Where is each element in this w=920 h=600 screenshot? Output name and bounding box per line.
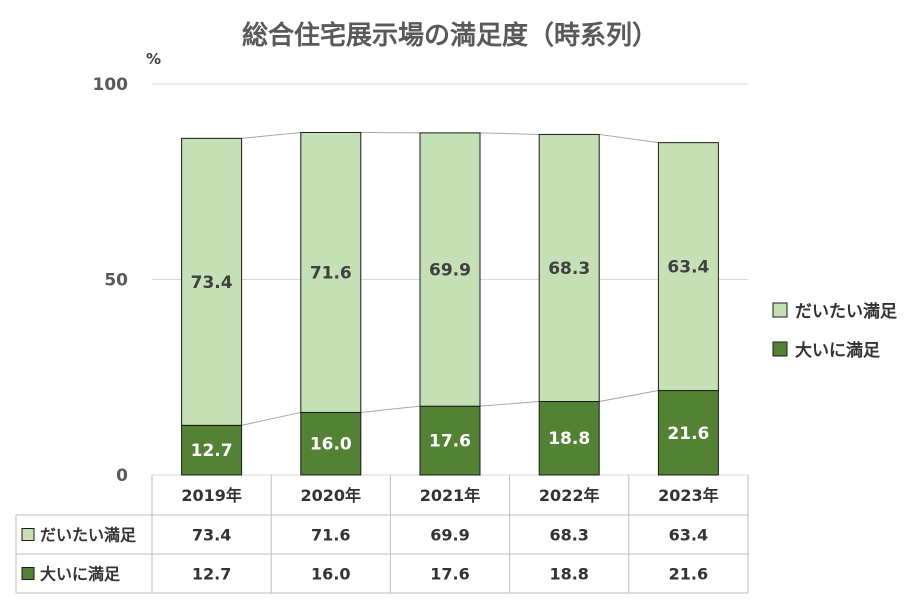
legend-label: 大いに満足 <box>795 340 880 361</box>
table-cell: 69.9 <box>430 526 469 545</box>
data-label: 71.6 <box>310 263 352 283</box>
bar-segment <box>181 137 243 426</box>
y-tick-label: 100 <box>93 75 129 95</box>
table-header-cell: 2023年 <box>658 486 719 505</box>
table-cell: 18.8 <box>549 565 588 584</box>
data-label: 63.4 <box>667 258 709 278</box>
table-cell: 17.6 <box>430 565 469 584</box>
series-line <box>479 132 540 135</box>
data-label: 16.0 <box>310 435 352 455</box>
table-cell: 21.6 <box>669 565 708 584</box>
table-cell: 16.0 <box>311 565 350 584</box>
data-label: 18.8 <box>548 429 590 449</box>
bar-segment <box>300 131 362 413</box>
data-label: 73.4 <box>191 273 233 293</box>
data-label: 68.3 <box>548 259 590 279</box>
table-header-cell: 2021年 <box>420 486 481 505</box>
bar-segment <box>300 411 362 476</box>
series-line <box>599 390 659 402</box>
bar-segment <box>181 424 243 476</box>
table-header-cell: 2022年 <box>539 486 600 505</box>
legend-swatch <box>772 341 788 357</box>
table-legend-key <box>21 567 35 580</box>
bar-segment <box>419 405 481 476</box>
bar-segment <box>538 133 600 402</box>
bars: 12.7 16.0 17.6 18.8 21.6 73.4 71.6 69.9 68.3 63.4 <box>181 131 719 476</box>
data-label: 21.6 <box>667 424 709 444</box>
table-cell: 12.7 <box>192 565 231 584</box>
bar-segment <box>538 400 600 476</box>
table-legend-key <box>21 528 35 541</box>
series-connectors <box>241 131 659 426</box>
chart-title: 総合住宅展示場の満足度（時系列） <box>242 20 658 51</box>
table-row-label: 大いに満足 <box>40 565 121 584</box>
table-header-cell: 2019年 <box>181 486 242 505</box>
y-tick-label: 50 <box>104 271 128 291</box>
bar-segment <box>657 142 719 392</box>
table-cell: 73.4 <box>192 526 231 545</box>
data-label: 69.9 <box>429 261 471 281</box>
series-line <box>241 131 301 139</box>
series-line <box>360 405 421 413</box>
table-cell: 68.3 <box>549 526 588 545</box>
y-tick-label: 0 <box>116 466 128 486</box>
table-row-label: だいたい満足 <box>40 526 137 545</box>
table-cell: 63.4 <box>669 526 708 545</box>
data-label: 12.7 <box>191 441 233 461</box>
table-cell: 71.6 <box>311 526 350 545</box>
bar-segment <box>419 132 481 407</box>
series-line <box>599 133 659 144</box>
legend-swatch <box>772 302 788 318</box>
y-axis-ticks: 0 50 100 <box>93 75 129 486</box>
y-axis-unit: % <box>146 50 161 68</box>
series-line <box>479 400 540 407</box>
bar-segment <box>657 390 719 476</box>
series-line <box>241 411 301 426</box>
table-header-cell: 2020年 <box>301 486 362 505</box>
legend-label: だいたい満足 <box>795 301 897 322</box>
data-label: 17.6 <box>429 432 471 452</box>
